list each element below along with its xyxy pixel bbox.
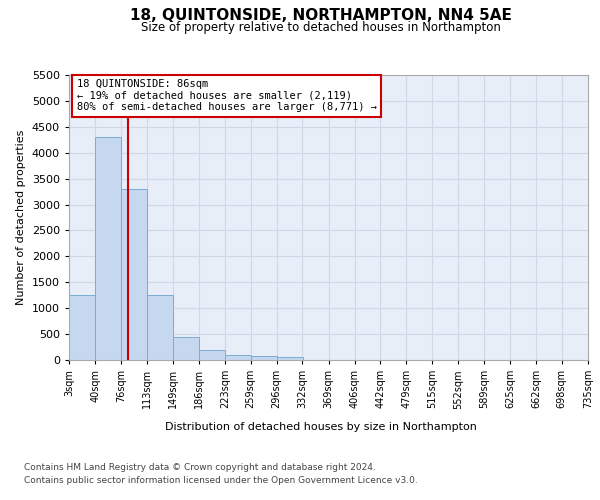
Bar: [69, 295, 95, 360]
Y-axis label: Number of detached properties: Number of detached properties: [16, 130, 26, 305]
Bar: [251, 356, 277, 360]
Text: Contains HM Land Registry data © Crown copyright and database right 2024.: Contains HM Land Registry data © Crown c…: [24, 462, 376, 471]
Text: 18, QUINTONSIDE, NORTHAMPTON, NN4 5AE: 18, QUINTONSIDE, NORTHAMPTON, NN4 5AE: [130, 8, 512, 22]
Text: 18 QUINTONSIDE: 86sqm
← 19% of detached houses are smaller (2,119)
80% of semi-d: 18 QUINTONSIDE: 86sqm ← 19% of detached …: [77, 80, 377, 112]
Bar: [225, 355, 251, 360]
Bar: [147, 295, 173, 360]
Bar: [277, 357, 303, 360]
Bar: [121, 189, 147, 360]
Text: Distribution of detached houses by size in Northampton: Distribution of detached houses by size …: [165, 422, 477, 432]
Text: Contains public sector information licensed under the Open Government Licence v3: Contains public sector information licen…: [24, 476, 418, 485]
Bar: [173, 336, 199, 360]
Text: Size of property relative to detached houses in Northampton: Size of property relative to detached ho…: [141, 21, 501, 34]
Bar: [95, 137, 121, 360]
Bar: [199, 350, 225, 360]
